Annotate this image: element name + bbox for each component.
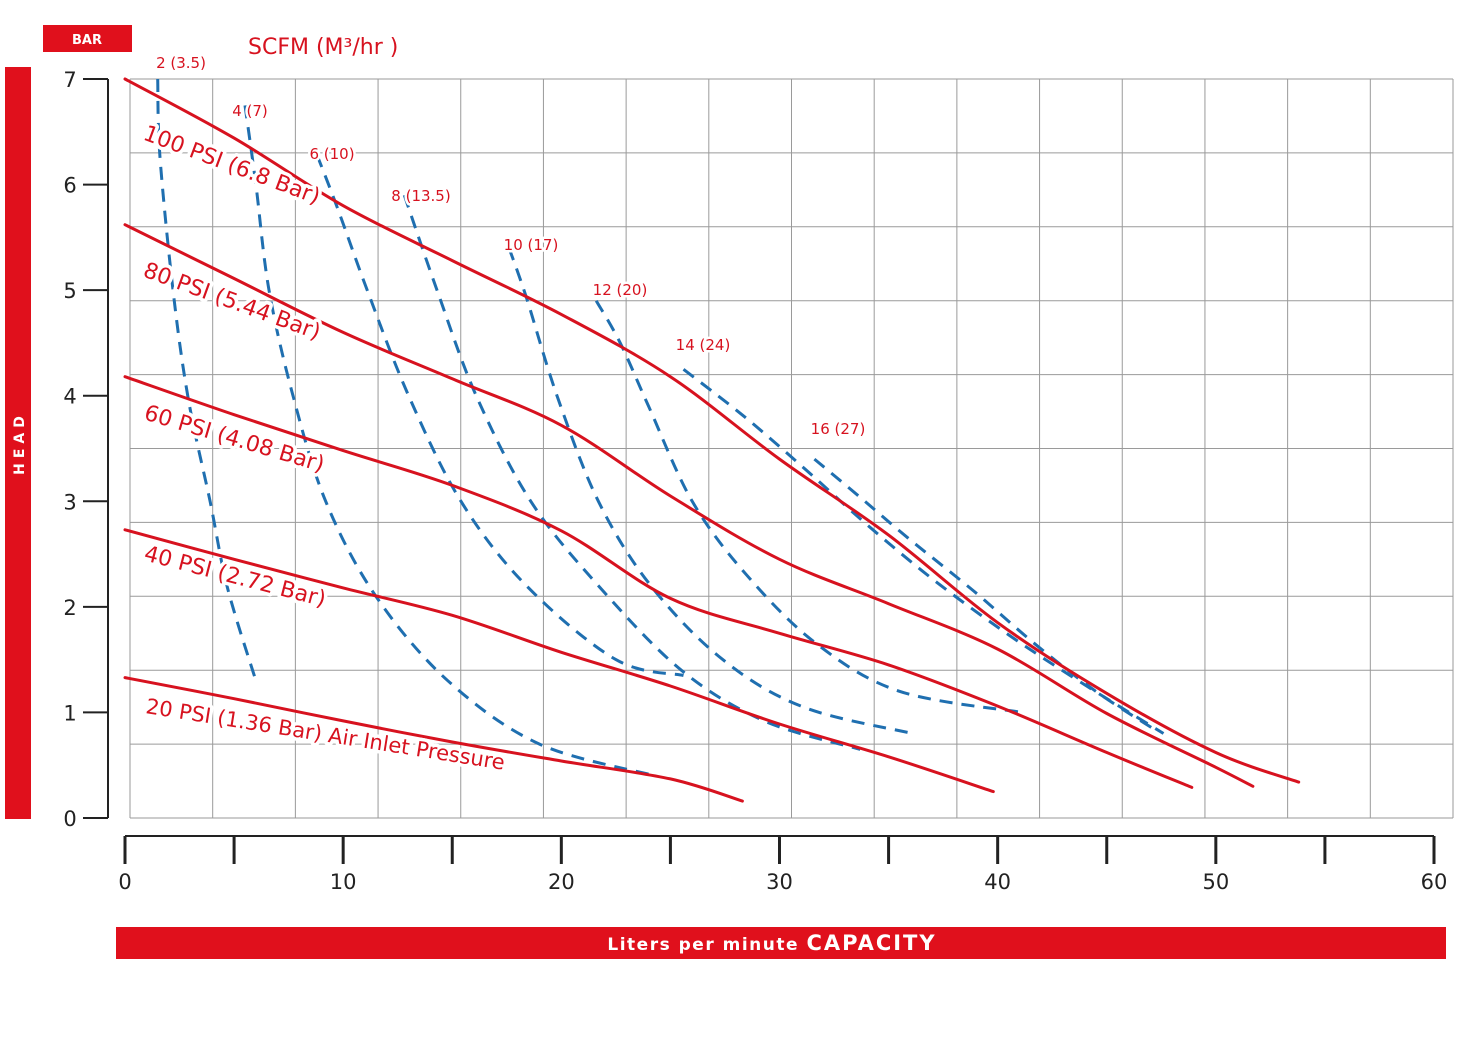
y-axis-tick-label: 1 [63, 701, 76, 725]
air-curve [682, 368, 1165, 735]
y-axis: 0 1 2 3 4 5 6 7 [63, 68, 109, 831]
air-consumption-curves [156, 78, 1165, 778]
y-axis-tick-label: 5 [63, 279, 76, 303]
pressure-curve [123, 375, 1194, 789]
pressure-curve [123, 77, 1301, 784]
pressure-curve-label: 80 PSI (5.44 Bar) [140, 258, 324, 345]
pressure-curve-label: 60 PSI (4.08 Bar) [141, 401, 327, 478]
curve-labels: 100 PSI (6.8 Bar)80 PSI (5.44 Bar)60 PSI… [136, 52, 867, 779]
x-axis-title-unit: Liters per minute [607, 935, 806, 955]
bar-unit-badge [43, 25, 132, 52]
air-curve [156, 78, 258, 682]
y-axis-title: HEAD [12, 411, 28, 475]
x-axis-banner [116, 927, 1446, 959]
y-axis-tick-label: 6 [63, 174, 76, 198]
x-axis: 0 10 20 30 40 50 60 [118, 835, 1448, 894]
air-consumption-title: SCFM (M³/hr ) [248, 35, 398, 60]
y-axis-tick-label: 7 [63, 68, 76, 92]
y-axis-tick-label: 0 [63, 807, 76, 831]
air-curve-label: 6 (10) [309, 145, 354, 163]
air-curve [315, 154, 684, 677]
x-axis-title: Liters per minute CAPACITY [607, 931, 936, 955]
y-axis-tick-label: 4 [63, 385, 76, 409]
x-axis-tick-label: 60 [1421, 870, 1448, 894]
air-curve-label: 14 (24) [676, 336, 731, 354]
pressure-curve [123, 528, 995, 794]
y-axis-tick-label: 3 [63, 490, 76, 514]
air-curve-label: 8 (13.5) [391, 187, 450, 205]
pressure-curve [123, 223, 1255, 788]
air-curve-label: 10 (17) [504, 236, 559, 254]
air-curve-label: 12 (20) [593, 281, 648, 299]
y-axis-tick-label: 2 [63, 596, 76, 620]
x-axis-tick-label: 10 [330, 870, 357, 894]
y-axis-banner [5, 67, 31, 819]
air-inlet-pressure-curves [123, 77, 1301, 803]
pressure-curve-label: 20 PSI (1.36 Bar) Air Inlet Pressure [144, 694, 506, 774]
x-axis-tick-label: 20 [548, 870, 575, 894]
x-axis-tick-label: 40 [984, 870, 1011, 894]
air-curve [243, 105, 656, 778]
air-curve [813, 457, 1154, 730]
x-axis-tick-label: 50 [1202, 870, 1229, 894]
air-curve [594, 299, 1022, 714]
x-axis-tick-label: 30 [766, 870, 793, 894]
x-axis-title-main: CAPACITY [806, 931, 936, 955]
pressure-curve [123, 676, 744, 803]
plot-grid [129, 78, 1454, 819]
air-curve-label: 4 (7) [232, 102, 268, 120]
air-curve [507, 247, 913, 735]
air-curve-label: 2 (3.5) [156, 54, 206, 72]
bar-unit-label: BAR [72, 33, 102, 48]
x-axis-tick-label: 0 [118, 870, 131, 894]
air-curve-label: 16 (27) [811, 420, 866, 438]
